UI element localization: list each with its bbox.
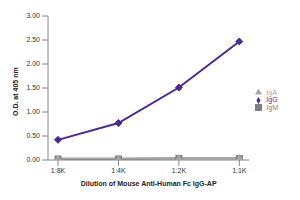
svg-text:1.00: 1.00 [26,108,40,115]
svg-text:1:2K: 1:2K [172,167,187,174]
svg-text:3.00: 3.00 [26,12,40,19]
html-text:IgM: IgM [266,103,278,111]
svg-text:0.00: 0.00 [26,156,40,163]
svg-text:2.00: 2.00 [26,60,40,67]
svg-text:1:1K: 1:1K [232,167,247,174]
html-text:IgG: IgG [266,96,278,104]
svg-text:1:4K: 1:4K [111,167,126,174]
svg-text:1.50: 1.50 [26,84,40,91]
svg-text:0.50: 0.50 [26,132,40,139]
svg-text:1:8K: 1:8K [51,167,66,174]
svg-text:2.50: 2.50 [26,36,40,43]
svg-text:Dilution of Mouse Anti-Human F: Dilution of Mouse Anti-Human Fc IgG-AP [81,180,217,188]
html-text:IgA: IgA [266,88,277,96]
svg-text:O.D. at 405 nm: O.D. at 405 nm [12,67,19,116]
